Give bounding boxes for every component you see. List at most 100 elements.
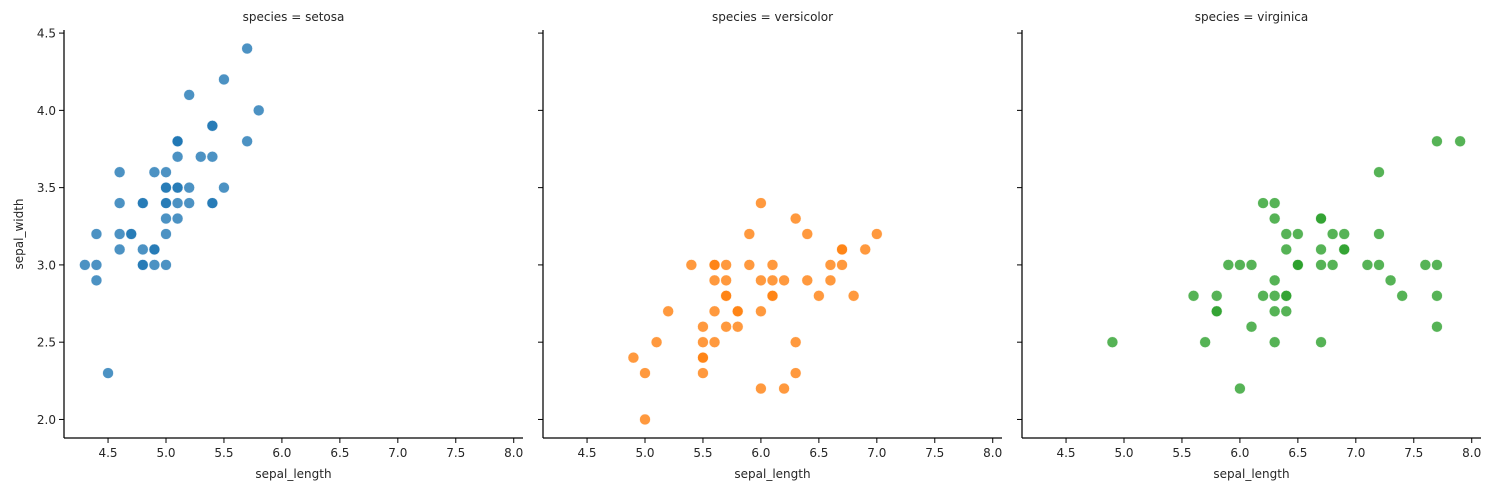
data-point [1431,290,1443,302]
data-point [790,336,802,348]
data-point [183,197,195,209]
data-point [206,151,219,163]
data-point [859,243,871,256]
data-point [171,181,184,194]
data-point [206,120,219,132]
data-point [1280,305,1292,317]
data-point [1419,259,1432,271]
data-point [1280,228,1292,240]
data-point [697,351,709,364]
x-tick-label: 4.5 [577,446,596,460]
data-point [801,228,813,240]
data-point [1396,290,1408,302]
data-point [1431,135,1443,147]
x-tick-label: 5.5 [1172,446,1191,460]
data-point [102,367,114,379]
x-tick-label: 4.5 [1056,446,1075,460]
data-point [1269,336,1281,348]
data-point [79,259,91,271]
data-point [1257,290,1269,302]
data-point [183,89,195,101]
data-point [253,104,265,117]
scatter-points [79,42,265,379]
y-tick-label: 3.5 [37,181,56,195]
x-tick-label: 5.0 [156,446,175,460]
data-point [160,259,172,271]
x-tick-label: 7.5 [446,446,465,460]
panel-setosa: species = setosa 4.5 5.0 5.5 6.0 6.5 7.0 7.5 8.… [37,10,523,460]
data-point [148,259,161,271]
data-point [697,336,709,348]
data-point [708,259,721,271]
data-point [1315,336,1327,348]
data-point [1234,259,1246,271]
data-point [824,274,837,287]
data-point [1245,321,1258,333]
data-point [720,290,732,302]
data-point [113,228,126,240]
data-point [755,197,767,209]
data-point [824,259,837,271]
x-tick-label: 6.0 [1230,446,1249,460]
data-point [1292,228,1304,240]
data-point [1373,228,1385,240]
data-point [708,336,721,348]
data-point [1280,243,1292,256]
x-tick-label: 6.0 [751,446,770,460]
data-point [125,228,137,240]
data-point [708,274,721,287]
data-point [113,166,126,178]
y-tick-label: 2.5 [37,336,56,350]
data-point [685,259,698,271]
data-point [755,305,767,317]
data-point [639,367,651,379]
data-point [720,321,732,333]
x-tick-label: 6.5 [330,446,349,460]
data-point [697,367,709,379]
data-point [1315,243,1327,256]
data-point [1361,259,1374,271]
data-point [720,274,732,287]
data-point [1454,135,1466,147]
x-tick-label: 4.5 [98,446,117,460]
scatter-points [627,197,883,426]
data-point [160,228,172,240]
panel-title: species = virginica [1195,10,1309,24]
data-point [218,73,230,86]
x-tick-label: 6.0 [272,446,291,460]
x-tick-label: 6.5 [1288,446,1307,460]
data-point [90,228,103,240]
data-point [766,259,779,271]
y-tick-label: 2.0 [37,413,56,427]
data-point [160,181,172,194]
data-point [1269,305,1281,317]
x-axis-label-setosa: sepal_length [255,467,331,481]
data-point [1199,336,1211,348]
data-point [1269,212,1281,225]
y-tick-label: 4.5 [37,27,56,41]
data-point [113,197,126,209]
data-point [206,197,219,209]
data-point [871,228,883,240]
data-point [1269,274,1281,287]
panel-title: species = setosa [243,10,345,24]
x-axis-label-versicolor: sepal_length [734,467,810,481]
data-point [171,151,184,163]
x-tick-label: 5.0 [635,446,654,460]
data-point [813,290,825,302]
data-point [697,321,709,333]
panel-virginica: species = virginica 4.5 5.0 5.5 6.0 6.5 7.0 7.… [1017,10,1481,460]
data-point [113,243,126,256]
data-point [1326,228,1339,240]
data-point [1384,274,1397,287]
data-point [1269,290,1281,302]
x-tick-label: 6.5 [809,446,828,460]
data-point [1338,243,1350,256]
data-point [836,259,848,271]
data-point [743,259,755,271]
data-point [137,197,149,209]
data-point [90,274,103,287]
y-tick-label: 3.0 [37,258,56,272]
